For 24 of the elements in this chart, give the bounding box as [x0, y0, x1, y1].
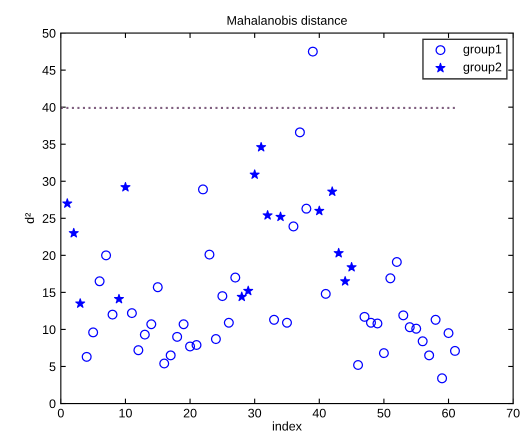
y-tick-label: 5	[50, 362, 56, 372]
y-tick-label: 35	[42, 140, 56, 149]
x-tick-label: 50	[377, 408, 390, 418]
y-tick-label: 45	[42, 66, 56, 75]
legend-label: group1	[463, 44, 502, 56]
x-tick-label: 10	[119, 408, 132, 418]
y-tick-label: 25	[42, 214, 56, 223]
x-axis-title: index	[272, 421, 302, 431]
x-tick-label: 40	[312, 408, 326, 418]
x-tick-label: 20	[184, 408, 197, 418]
y-tick-label: 15	[43, 288, 56, 298]
y-tick-label: 40	[42, 102, 56, 112]
y-tick-label: 50	[42, 28, 56, 38]
legend-label: group2	[463, 62, 502, 74]
y-axis-title: d²	[24, 212, 34, 224]
x-tick-label: 0	[58, 408, 64, 418]
y-tick-label: 0	[50, 399, 56, 408]
y-tick-label: 10	[43, 325, 56, 334]
chart-title: Mahalanobis distance	[228, 16, 347, 25]
y-tick-label: 20	[42, 251, 56, 260]
x-tick-label: 30	[248, 408, 262, 418]
x-tick-label: 70	[506, 408, 520, 418]
y-tick-label: 30	[42, 177, 56, 186]
x-tick-label: 60	[442, 408, 455, 418]
